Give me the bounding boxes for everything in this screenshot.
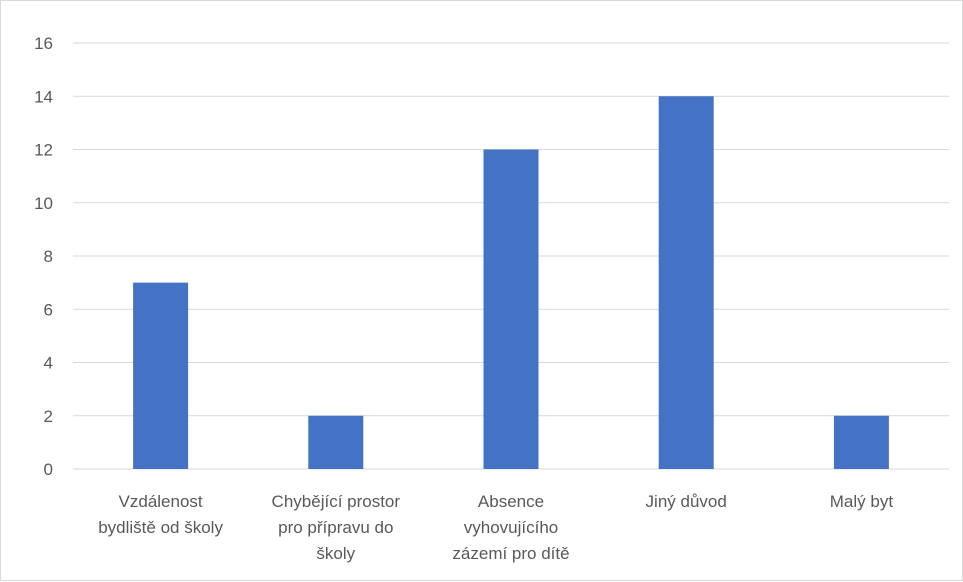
x-category-label-line: bydliště od školy [98,518,223,537]
y-tick-label: 2 [44,407,53,426]
x-category-label-line: vyhovujícího [464,518,559,537]
x-axis-category-labels: Vzdálenost bydliště od školy Chybějící pro… [98,492,893,563]
bar-4 [658,96,714,469]
y-tick-label: 4 [44,354,53,373]
y-tick-label: 12 [34,141,53,160]
x-category-label-line: pro přípravu do [278,518,393,537]
y-tick-label: 0 [44,460,53,479]
x-category-label-line: Malý byt [830,492,894,511]
y-tick-label: 14 [34,87,53,106]
y-axis-tick-labels: 0 2 4 6 8 10 12 14 16 [34,34,53,479]
y-tick-label: 10 [34,194,53,213]
x-category-label: Vzdálenost bydliště od školy [98,492,223,537]
x-category-label: Malý byt [830,492,894,511]
bar-5 [833,415,889,469]
x-category-label-line: Jiný důvod [646,492,727,511]
bar-1 [133,282,189,469]
y-tick-label: 6 [44,300,53,319]
x-category-label: Jiný důvod [646,492,727,511]
x-category-label: Absence vyhovujícího zázemí pro dítě [452,492,569,563]
x-category-label: Chybějící prostor pro přípravu do školy [272,492,401,563]
bars [133,96,889,469]
x-category-label-line: Vzdálenost [119,492,203,511]
x-category-label-line: školy [316,544,355,563]
x-category-label-line: Chybějící prostor [272,492,401,511]
bar-3 [483,149,539,469]
x-category-label-line: Absence [478,492,544,511]
x-category-label-line: zázemí pro dítě [452,544,569,563]
bar-2 [308,415,364,469]
y-tick-label: 8 [44,247,53,266]
y-tick-label: 16 [34,34,53,53]
